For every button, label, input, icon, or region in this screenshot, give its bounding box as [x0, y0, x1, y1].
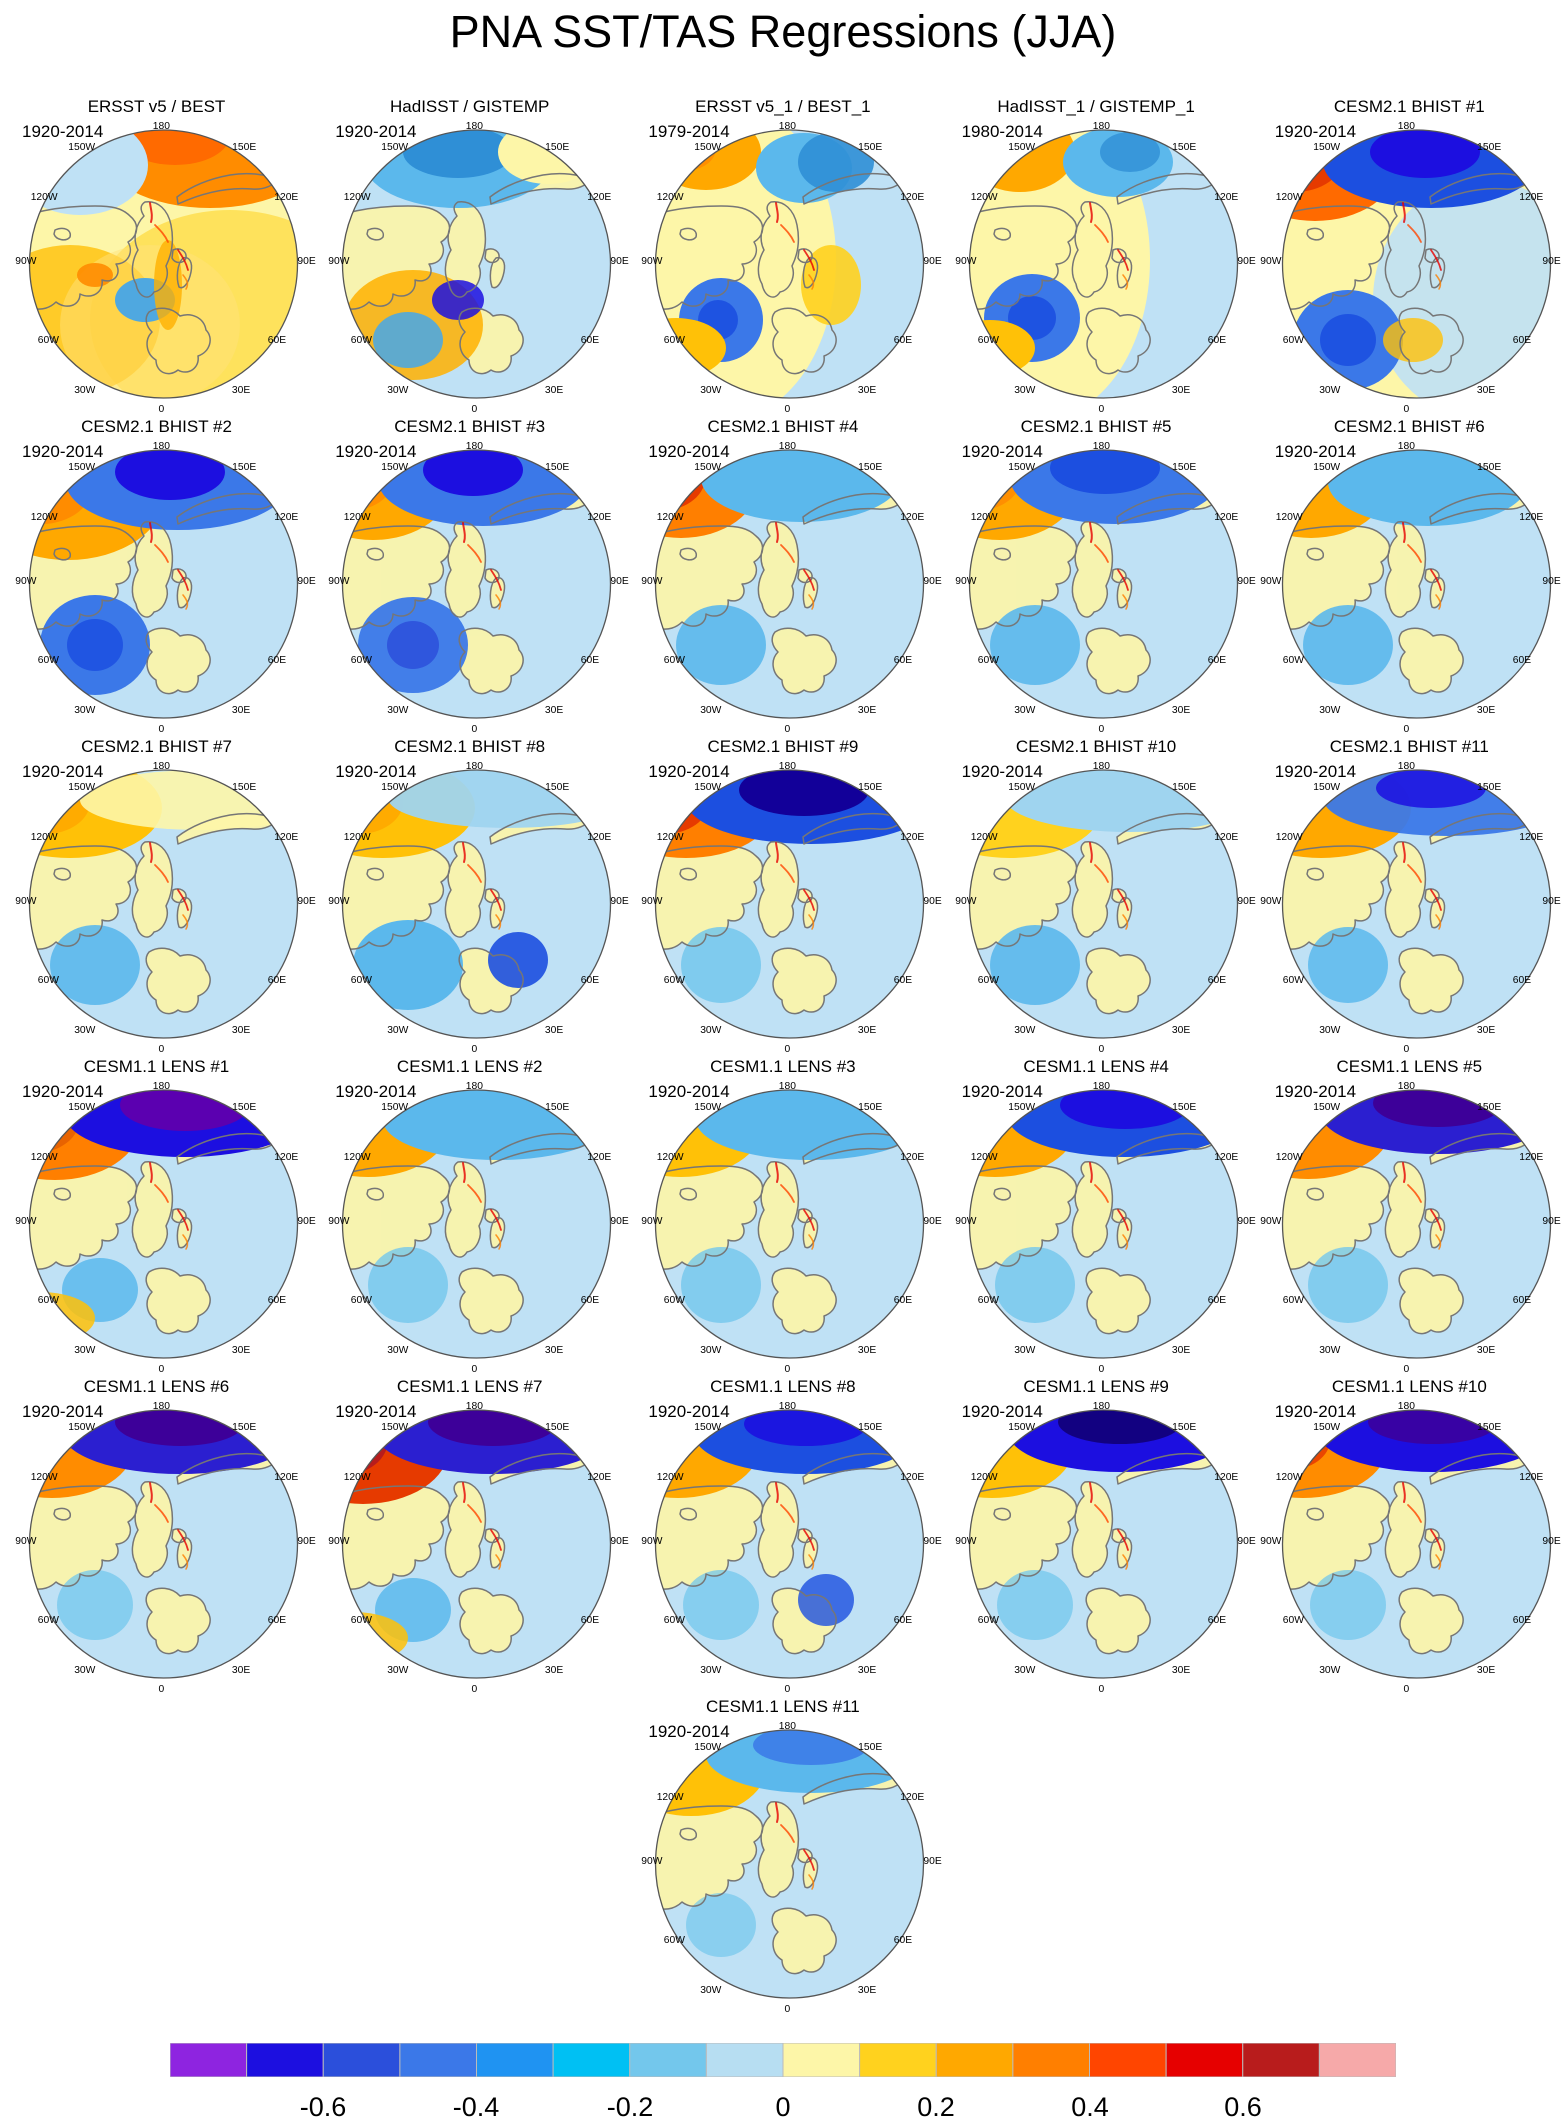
svg-text:0: 0 — [775, 2092, 790, 2122]
svg-text:-0.4: -0.4 — [453, 2092, 500, 2122]
svg-text:-0.6: -0.6 — [300, 2092, 347, 2122]
svg-text:-0.2: -0.2 — [607, 2092, 654, 2122]
svg-text:0.2: 0.2 — [917, 2092, 955, 2122]
svg-text:0.4: 0.4 — [1071, 2092, 1109, 2122]
svg-text:0.6: 0.6 — [1224, 2092, 1262, 2122]
